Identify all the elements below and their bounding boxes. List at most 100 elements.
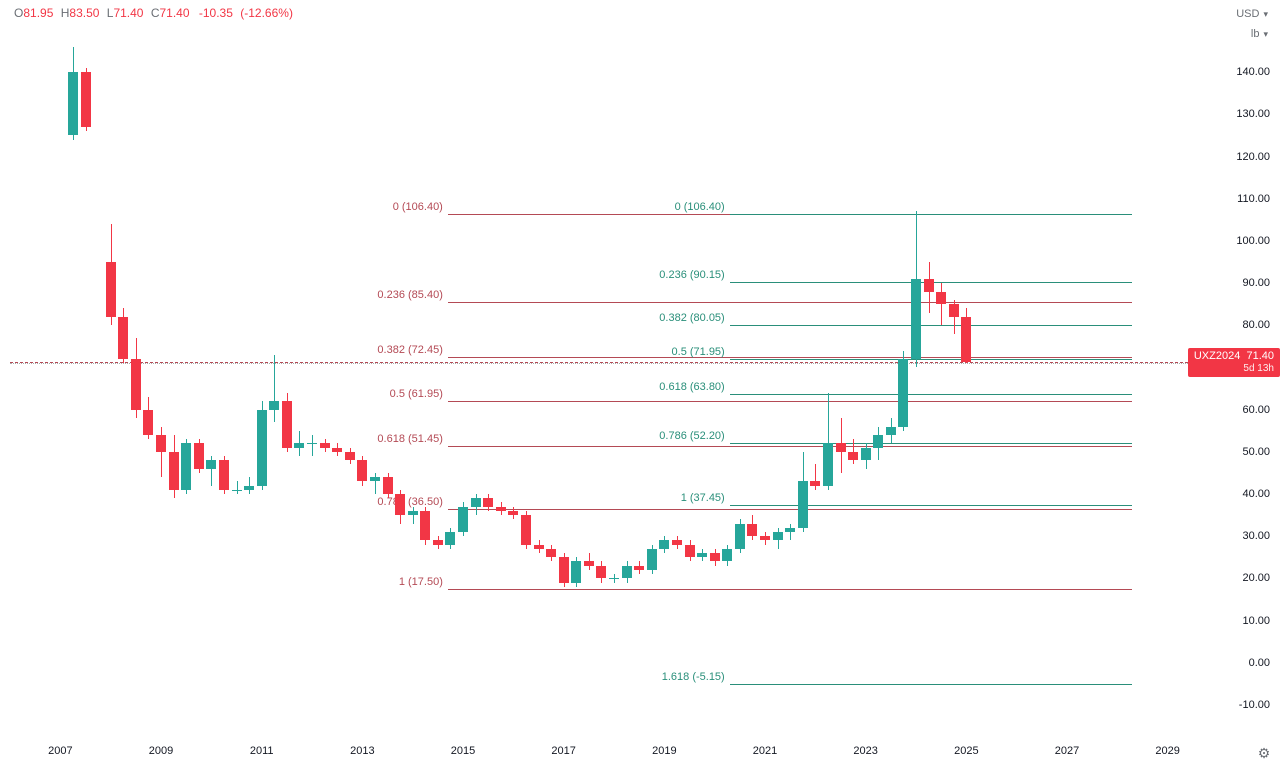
candle-body[interactable] [773,532,783,540]
candle-body[interactable] [924,279,934,292]
candle-body[interactable] [534,545,544,549]
candle-body[interactable] [106,262,116,317]
candle-body[interactable] [873,435,883,448]
candle-body[interactable] [370,477,380,481]
candle-body[interactable] [584,561,594,565]
candle-body[interactable] [483,498,493,506]
candle-body[interactable] [206,460,216,468]
x-axis-tick: 2011 [250,745,274,757]
symbol-label: UXZ2024 [1194,350,1240,362]
x-axis-tick: 2009 [149,745,173,757]
candle-body[interactable] [257,410,267,486]
candle-body[interactable] [546,549,556,557]
y-axis-tick: 40.00 [1242,488,1270,500]
candle-body[interactable] [836,443,846,451]
candle-body[interactable] [760,536,770,540]
x-axis-tick: 2013 [350,745,374,757]
candle-body[interactable] [232,490,242,491]
candle-body[interactable] [219,460,229,490]
candle-body[interactable] [571,561,581,582]
candle-body[interactable] [471,498,481,506]
candle-body[interactable] [408,511,418,515]
y-axis-tick: 60.00 [1242,404,1270,416]
candle-body[interactable] [81,72,91,127]
currency-selector[interactable]: USD ▾ [1230,6,1274,22]
candle-body[interactable] [735,524,745,549]
fib-line-teal [730,443,1133,444]
candle-body[interactable] [521,515,531,545]
y-axis-tick: 110.00 [1237,193,1270,205]
candle-body[interactable] [609,578,619,579]
candle-body[interactable] [131,359,141,410]
fib-line-teal [730,325,1133,326]
price-line-dotted [10,363,1218,364]
candle-body[interactable] [823,443,833,485]
fib-label-teal: 0.786 (52.20) [659,430,724,442]
candle-body[interactable] [143,410,153,435]
candle-body[interactable] [659,540,669,548]
candle-body[interactable] [357,460,367,481]
fib-label-red: 0 (106.40) [393,201,443,213]
fib-label-red: 0.236 (85.40) [377,289,442,301]
candle-body[interactable] [496,507,506,511]
candle-body[interactable] [886,427,896,435]
x-axis-tick: 2029 [1155,745,1179,757]
candle-body[interactable] [647,549,657,570]
candle-body[interactable] [320,443,330,447]
candle-body[interactable] [559,557,569,582]
y-axis-tick: 30.00 [1242,530,1270,542]
candle-body[interactable] [848,452,858,460]
candle-body[interactable] [810,481,820,485]
candle-body[interactable] [156,435,166,452]
candle-wick [413,507,414,524]
candle-body[interactable] [118,317,128,359]
candle-body[interactable] [898,359,908,426]
candle-body[interactable] [169,452,179,490]
candle-body[interactable] [445,532,455,545]
candle-wick [815,464,816,489]
candle-body[interactable] [68,72,78,135]
candle-body[interactable] [307,443,317,444]
settings-icon[interactable]: ⚙ [1256,745,1272,761]
candle-body[interactable] [785,528,795,532]
candle-body[interactable] [433,540,443,544]
candle-body[interactable] [395,494,405,515]
fib-label-teal: 0.382 (80.05) [659,312,724,324]
candle-body[interactable] [332,448,342,452]
candle-body[interactable] [194,443,204,468]
candle-body[interactable] [747,524,757,537]
candle-body[interactable] [508,511,518,515]
fib-label-red: 0.5 (61.95) [390,388,443,400]
candle-body[interactable] [697,553,707,557]
candle-body[interactable] [596,566,606,579]
candle-body[interactable] [861,448,871,461]
candle-body[interactable] [911,279,921,359]
candle-body[interactable] [710,553,720,561]
candle-body[interactable] [294,443,304,447]
x-axis-tick: 2021 [753,745,777,757]
candle-body[interactable] [961,317,971,362]
candle-body[interactable] [420,511,430,541]
candle-body[interactable] [685,545,695,558]
candle-body[interactable] [722,549,732,562]
candle-body[interactable] [345,452,355,460]
candle-body[interactable] [798,481,808,527]
unit-selector[interactable]: lb ▾ [1245,26,1274,42]
candle-body[interactable] [949,304,959,317]
candle-body[interactable] [458,507,468,532]
candle-body[interactable] [244,486,254,490]
candle-body[interactable] [622,566,632,579]
y-axis-tick: 130.00 [1236,108,1270,120]
fib-line-teal [730,214,1133,215]
candle-body[interactable] [282,401,292,447]
chevron-down-icon: ▾ [1263,9,1268,20]
currency-label: USD [1236,8,1259,20]
candle-body[interactable] [181,443,191,489]
chart-container[interactable]: O81.95 H83.50 L71.40 C71.40 -10.35 (-12.… [0,0,1280,769]
candle-body[interactable] [383,477,393,494]
candle-body[interactable] [634,566,644,570]
candle-body[interactable] [269,401,279,409]
candle-body[interactable] [672,540,682,544]
y-axis-tick: 90.00 [1242,277,1270,289]
candle-body[interactable] [936,292,946,305]
